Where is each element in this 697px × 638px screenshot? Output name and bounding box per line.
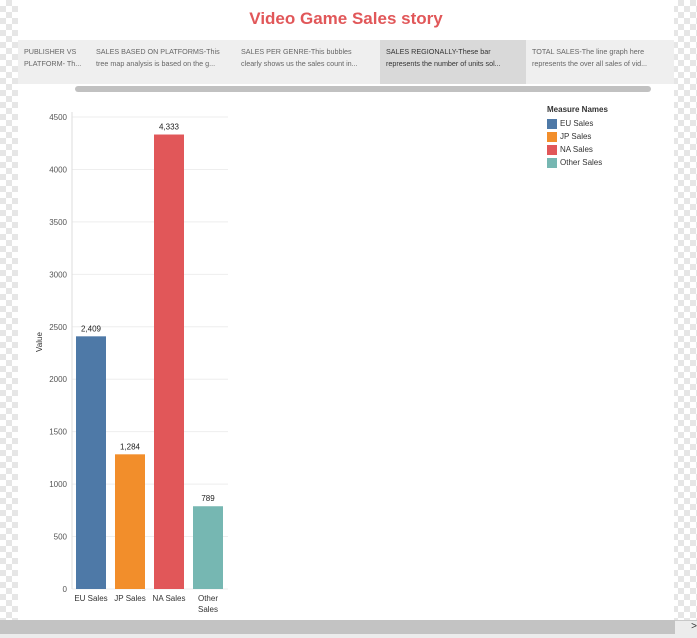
story-tab-text: SALES PER GENRE-This bubbles bbox=[241, 47, 352, 56]
y-tick-label: 3000 bbox=[49, 270, 67, 279]
bar-data-label: 1,284 bbox=[120, 442, 141, 451]
legend-swatch bbox=[547, 144, 557, 155]
story-title: Video Game Sales story bbox=[249, 9, 443, 28]
legend-item[interactable]: JP Sales bbox=[547, 130, 608, 143]
story-tab-3[interactable]: SALES PER GENRE-This bubbles clearly show… bbox=[235, 40, 380, 84]
legend-item[interactable]: NA Sales bbox=[547, 143, 608, 156]
legend-swatch bbox=[547, 157, 557, 168]
story-tab-text: TOTAL SALES-The line graph here bbox=[532, 47, 645, 56]
story-tab-text: SALES REGIONALLY-These bar bbox=[386, 47, 491, 56]
bar-data-label: 4,333 bbox=[159, 123, 180, 132]
horizontal-scrollbar[interactable] bbox=[0, 620, 675, 634]
y-tick-label: 0 bbox=[63, 585, 68, 594]
bar-na-sales bbox=[154, 134, 184, 589]
legend-title: Measure Names bbox=[547, 105, 608, 114]
legend-items: EU Sales JP Sales NA Sales Other Sales bbox=[547, 117, 608, 169]
bar-data-label: 2,409 bbox=[81, 324, 102, 333]
story-tab-1[interactable]: PUBLISHER VS PLATFORM- Th... bbox=[18, 40, 90, 84]
legend-label: NA Sales bbox=[560, 145, 593, 154]
x-tick-label: Other bbox=[198, 594, 218, 603]
x-tick-label: NA Sales bbox=[153, 594, 186, 603]
legend-label: Other Sales bbox=[560, 158, 603, 167]
story-tab-5[interactable]: TOTAL SALES-The line graph here represent… bbox=[526, 40, 674, 84]
y-tick-label: 2500 bbox=[49, 323, 67, 332]
bar-jp-sales bbox=[115, 454, 145, 589]
y-tick-label: 500 bbox=[54, 533, 68, 542]
x-tick-label: Sales bbox=[198, 605, 218, 614]
y-tick-label: 1500 bbox=[49, 428, 67, 437]
y-tick-label: 2000 bbox=[49, 375, 67, 384]
bar-other-sales bbox=[193, 506, 223, 589]
y-tick-label: 1000 bbox=[49, 480, 67, 489]
legend-item[interactable]: EU Sales bbox=[547, 117, 608, 130]
story-tab-4[interactable]: SALES REGIONALLY-These bar represents the… bbox=[380, 40, 526, 84]
navigator-scrollbar[interactable] bbox=[75, 86, 651, 92]
bar-eu-sales bbox=[76, 336, 106, 589]
x-tick-label: JP Sales bbox=[114, 594, 145, 603]
story-tab-text: PUBLISHER VS bbox=[24, 47, 77, 56]
legend: Measure Names EU Sales JP Sales NA Sales Ot… bbox=[547, 105, 608, 169]
legend-swatch bbox=[547, 118, 557, 129]
y-tick-label: 3500 bbox=[49, 218, 67, 227]
legend-item[interactable]: Other Sales bbox=[547, 156, 608, 169]
story-navigator: PUBLISHER VS PLATFORM- Th... SALES BASED O… bbox=[18, 40, 674, 84]
scroll-right-arrow-icon[interactable]: > bbox=[691, 621, 697, 632]
legend-label: EU Sales bbox=[560, 119, 594, 128]
legend-label: JP Sales bbox=[560, 132, 592, 141]
x-tick-label: EU Sales bbox=[74, 594, 107, 603]
y-tick-label: 4000 bbox=[49, 165, 67, 174]
legend-swatch bbox=[547, 131, 557, 142]
story-tab-text: represents the over all sales of vid... bbox=[532, 59, 648, 68]
bar-data-label: 789 bbox=[201, 494, 215, 503]
story-tab-text: tree map analysis is based on the g... bbox=[96, 59, 216, 68]
story-tab-2[interactable]: SALES BASED ON PLATFORMS-This tree map an… bbox=[90, 40, 235, 84]
y-axis-title: Value bbox=[35, 332, 44, 352]
y-tick-label: 4500 bbox=[49, 113, 67, 122]
story-tab-text: represents the number of units sol... bbox=[386, 59, 501, 68]
story-tab-text: SALES BASED ON PLATFORMS-This bbox=[96, 47, 220, 56]
story-tab-text: clearly shows us the sales count in... bbox=[241, 59, 358, 68]
story-tab-text: PLATFORM- Th... bbox=[24, 59, 82, 68]
